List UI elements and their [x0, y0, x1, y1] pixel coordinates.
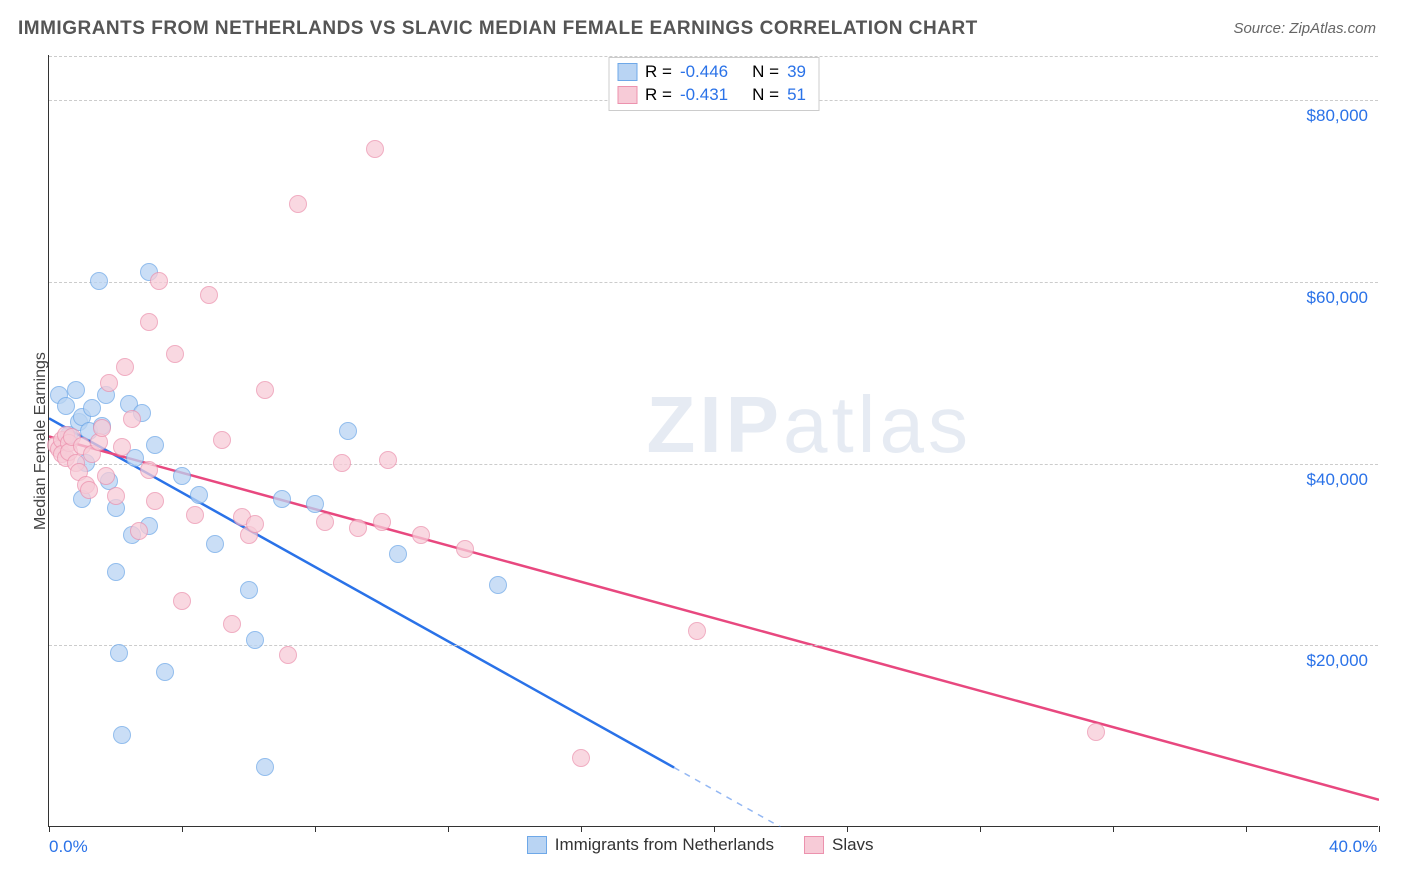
data-point-neth: [113, 726, 131, 744]
data-point-neth: [306, 495, 324, 513]
x-tick: [581, 826, 582, 832]
data-point-neth: [240, 581, 258, 599]
data-point-slav: [1087, 723, 1105, 741]
gridline: [49, 282, 1378, 283]
data-point-slav: [140, 461, 158, 479]
swatch-slav: [617, 86, 637, 104]
y-tick-label: $60,000: [1307, 288, 1368, 308]
x-tick: [1113, 826, 1114, 832]
data-point-slav: [333, 454, 351, 472]
data-point-neth: [190, 486, 208, 504]
x-tick: [847, 826, 848, 832]
data-point-slav: [97, 467, 115, 485]
n-value-slav: 51: [787, 84, 806, 107]
y-axis-label: Median Female Earnings: [32, 352, 50, 530]
data-point-neth: [156, 663, 174, 681]
data-point-slav: [349, 519, 367, 537]
legend-item-slav: Slavs: [804, 835, 874, 855]
data-point-slav: [130, 522, 148, 540]
r-value-slav: -0.431: [680, 84, 728, 107]
data-point-slav: [223, 615, 241, 633]
data-point-neth: [489, 576, 507, 594]
data-point-neth: [173, 467, 191, 485]
data-point-slav: [412, 526, 430, 544]
data-point-slav: [186, 506, 204, 524]
data-point-neth: [389, 545, 407, 563]
data-point-slav: [279, 646, 297, 664]
swatch-neth: [527, 836, 547, 854]
data-point-slav: [688, 622, 706, 640]
data-point-slav: [113, 438, 131, 456]
x-tick: [315, 826, 316, 832]
data-point-slav: [200, 286, 218, 304]
x-tick: [980, 826, 981, 832]
data-point-slav: [379, 451, 397, 469]
data-point-neth: [246, 631, 264, 649]
data-point-slav: [373, 513, 391, 531]
data-point-slav: [316, 513, 334, 531]
n-label: N =: [752, 84, 779, 107]
data-point-slav: [572, 749, 590, 767]
swatch-neth: [617, 63, 637, 81]
data-point-slav: [80, 481, 98, 499]
chart-title: IMMIGRANTS FROM NETHERLANDS VS SLAVIC ME…: [18, 18, 978, 40]
stats-legend-row-slav: R = -0.431 N = 51: [617, 84, 806, 107]
data-point-neth: [339, 422, 357, 440]
x-tick: [1379, 826, 1380, 832]
y-tick-label: $80,000: [1307, 106, 1368, 126]
n-value-neth: 39: [787, 61, 806, 84]
source-label: Source: ZipAtlas.com: [1233, 20, 1376, 37]
data-point-neth: [107, 563, 125, 581]
x-tick: [714, 826, 715, 832]
data-point-neth: [256, 758, 274, 776]
trend-lines: [49, 55, 1379, 827]
legend-label-slav: Slavs: [832, 835, 874, 855]
x-tick-label: 0.0%: [49, 837, 88, 857]
data-point-slav: [116, 358, 134, 376]
data-point-neth: [57, 397, 75, 415]
r-label: R =: [645, 61, 672, 84]
data-point-slav: [213, 431, 231, 449]
data-point-neth: [110, 644, 128, 662]
legend-label-neth: Immigrants from Netherlands: [555, 835, 774, 855]
data-point-slav: [107, 487, 125, 505]
data-point-slav: [140, 313, 158, 331]
x-tick: [448, 826, 449, 832]
swatch-slav: [804, 836, 824, 854]
stats-legend: R = -0.446 N = 39 R = -0.431 N = 51: [608, 57, 819, 111]
r-value-neth: -0.446: [680, 61, 728, 84]
r-label: R =: [645, 84, 672, 107]
data-point-slav: [93, 419, 111, 437]
n-label: N =: [752, 61, 779, 84]
legend-item-neth: Immigrants from Netherlands: [527, 835, 774, 855]
stats-legend-row-neth: R = -0.446 N = 39: [617, 61, 806, 84]
scatter-plot: R = -0.446 N = 39 R = -0.431 N = 51 $20,…: [48, 55, 1378, 827]
y-tick-label: $40,000: [1307, 470, 1368, 490]
x-tick: [182, 826, 183, 832]
data-point-slav: [166, 345, 184, 363]
data-point-slav: [173, 592, 191, 610]
data-point-slav: [246, 515, 264, 533]
data-point-neth: [273, 490, 291, 508]
data-point-neth: [67, 381, 85, 399]
y-tick-label: $20,000: [1307, 651, 1368, 671]
data-point-neth: [206, 535, 224, 553]
data-point-slav: [456, 540, 474, 558]
data-point-slav: [289, 195, 307, 213]
data-point-slav: [146, 492, 164, 510]
data-point-neth: [83, 399, 101, 417]
gridline: [49, 464, 1378, 465]
data-point-neth: [146, 436, 164, 454]
x-tick-label: 40.0%: [1329, 837, 1377, 857]
x-tick: [1246, 826, 1247, 832]
data-point-neth: [90, 272, 108, 290]
series-legend: Immigrants from Netherlands Slavs: [527, 835, 874, 855]
data-point-slav: [366, 140, 384, 158]
data-point-slav: [150, 272, 168, 290]
x-tick: [49, 826, 50, 832]
data-point-slav: [123, 410, 141, 428]
data-point-slav: [256, 381, 274, 399]
data-point-slav: [100, 374, 118, 392]
